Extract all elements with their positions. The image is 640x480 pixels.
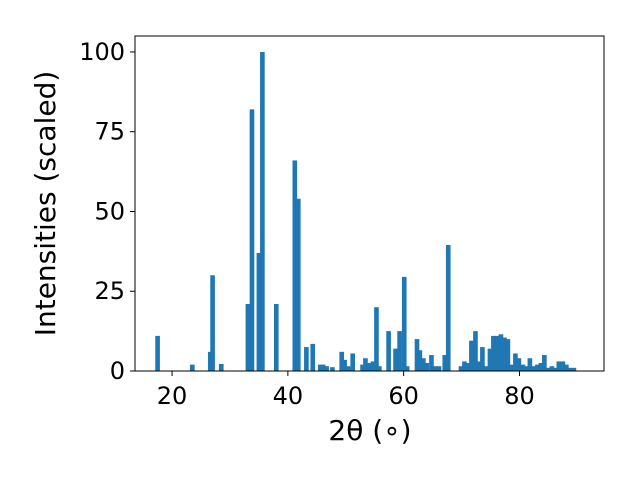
bar (542, 355, 547, 371)
bar (556, 361, 562, 371)
bar (538, 363, 544, 371)
bar (218, 363, 224, 371)
bar (339, 351, 345, 371)
bar (320, 364, 326, 371)
y-axis: 0 25 50 75 100 (79, 38, 135, 385)
y-axis-label: Intensities (scaled) (29, 71, 62, 337)
x-axis-label: 2θ (∘) (328, 414, 411, 447)
bar (393, 348, 398, 371)
bar (469, 340, 474, 371)
y-tick-label: 25 (94, 277, 125, 305)
bar (273, 304, 279, 371)
bar (553, 367, 558, 371)
bar (386, 331, 391, 371)
bar (310, 343, 316, 371)
bar (487, 348, 493, 371)
bar (433, 366, 438, 371)
bar (397, 331, 402, 371)
bar (509, 364, 515, 371)
bar (245, 304, 251, 371)
bar (535, 364, 540, 371)
x-tick-label: 80 (504, 382, 535, 410)
y-tick-label: 100 (79, 38, 125, 66)
y-tick-label: 0 (110, 357, 125, 385)
bar (436, 366, 442, 371)
bar (295, 198, 301, 371)
bar (445, 244, 451, 371)
bar (304, 347, 309, 371)
bar (560, 361, 566, 371)
bar (494, 335, 500, 371)
bar (505, 339, 511, 371)
bar (342, 359, 347, 371)
y-tick-label: 50 (94, 197, 125, 225)
bar (360, 364, 365, 371)
bar (442, 355, 448, 371)
bar (404, 366, 410, 371)
bar (330, 367, 335, 371)
bar (429, 355, 434, 371)
bar (462, 361, 467, 371)
bar (520, 364, 526, 371)
bar (502, 337, 507, 371)
bar (546, 367, 551, 371)
bar (345, 366, 351, 371)
bar (480, 347, 485, 371)
bar (401, 276, 407, 371)
bar (476, 361, 482, 371)
bar (370, 361, 376, 371)
bar (363, 358, 368, 371)
bar (292, 160, 298, 371)
bar (155, 335, 160, 371)
bar (417, 350, 423, 371)
bar (498, 334, 504, 371)
bar (458, 366, 464, 371)
bar (377, 366, 382, 371)
x-tick-label: 40 (273, 382, 304, 410)
bar (513, 353, 518, 371)
bar (350, 353, 356, 371)
bar (483, 366, 489, 371)
bar (473, 331, 478, 371)
x-tick-label: 20 (157, 382, 188, 410)
x-axis: 20 40 60 80 (157, 371, 535, 410)
bar (374, 307, 379, 371)
plot-frame (134, 35, 605, 372)
bar (424, 363, 430, 371)
bar (564, 364, 569, 371)
bar-series (155, 51, 577, 371)
bar (421, 358, 426, 371)
bar (366, 363, 372, 371)
bar (567, 367, 573, 371)
bar (516, 358, 522, 371)
bar (210, 275, 215, 371)
bar (527, 358, 533, 371)
bar (256, 252, 262, 371)
bar (549, 366, 555, 371)
x-tick-label: 60 (388, 382, 419, 410)
bar (414, 339, 420, 371)
bar (260, 51, 265, 371)
bar (531, 366, 536, 371)
bar (249, 109, 255, 371)
bar (324, 366, 329, 371)
y-tick-label: 75 (94, 118, 125, 146)
bar (571, 367, 577, 371)
bar (317, 364, 323, 371)
bar (465, 363, 471, 371)
bar (491, 335, 496, 371)
bar (524, 366, 529, 371)
bar (190, 364, 195, 371)
